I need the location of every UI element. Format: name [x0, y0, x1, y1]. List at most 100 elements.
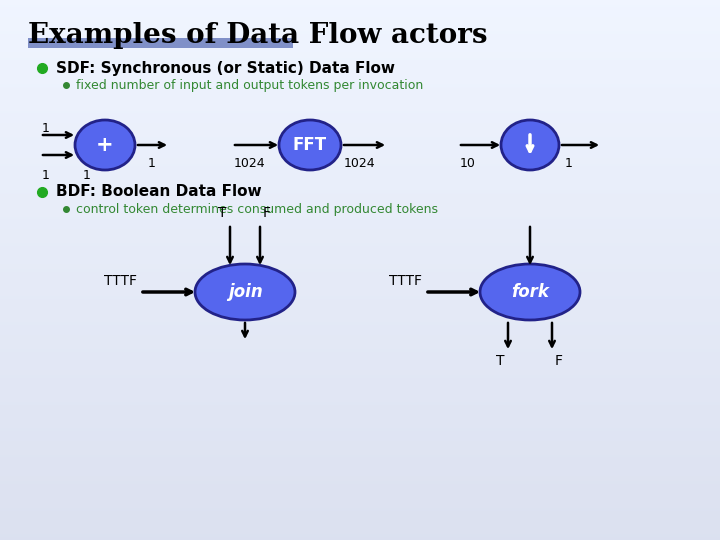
Bar: [0, 25, 720, 26]
Bar: [0, 91, 720, 92]
Bar: [0, 348, 720, 349]
Bar: [0, 318, 720, 319]
Bar: [0, 30, 720, 31]
Bar: [0, 198, 720, 199]
Bar: [0, 353, 720, 354]
Bar: [0, 340, 720, 341]
Bar: [0, 33, 720, 34]
Bar: [0, 375, 720, 376]
Bar: [0, 256, 720, 257]
Bar: [0, 70, 720, 71]
Bar: [0, 258, 720, 259]
Bar: [0, 199, 720, 200]
Bar: [0, 488, 720, 489]
Bar: [0, 146, 720, 147]
Bar: [0, 504, 720, 505]
Bar: [0, 225, 720, 226]
Bar: [0, 246, 720, 247]
Bar: [0, 417, 720, 418]
Bar: [0, 475, 720, 476]
Bar: [0, 351, 720, 352]
Bar: [0, 515, 720, 516]
Bar: [0, 110, 720, 111]
Bar: [0, 62, 720, 63]
Bar: [0, 332, 720, 333]
Bar: [0, 194, 720, 195]
Bar: [0, 509, 720, 510]
Bar: [0, 527, 720, 528]
Bar: [0, 518, 720, 519]
Bar: [0, 18, 720, 19]
Bar: [0, 533, 720, 534]
Bar: [0, 267, 720, 268]
Bar: [0, 485, 720, 486]
Bar: [0, 402, 720, 403]
Bar: [0, 9, 720, 10]
Bar: [0, 495, 720, 496]
Bar: [0, 345, 720, 346]
Text: F: F: [263, 206, 271, 220]
Bar: [0, 42, 720, 43]
Bar: [0, 364, 720, 365]
Bar: [0, 251, 720, 252]
Bar: [0, 80, 720, 81]
Bar: [0, 103, 720, 104]
Bar: [0, 138, 720, 139]
Bar: [0, 172, 720, 173]
Bar: [0, 77, 720, 78]
Bar: [0, 289, 720, 290]
Bar: [0, 342, 720, 343]
Bar: [0, 308, 720, 309]
Bar: [0, 112, 720, 113]
Bar: [0, 249, 720, 250]
Bar: [0, 230, 720, 231]
Bar: [0, 228, 720, 229]
Bar: [0, 208, 720, 209]
Bar: [0, 401, 720, 402]
Bar: [0, 34, 720, 35]
Bar: [0, 88, 720, 89]
Bar: [0, 197, 720, 198]
Bar: [0, 534, 720, 535]
Bar: [0, 158, 720, 159]
Bar: [0, 265, 720, 266]
Bar: [0, 288, 720, 289]
Text: 1: 1: [42, 169, 50, 182]
Bar: [0, 359, 720, 360]
Bar: [0, 433, 720, 434]
Bar: [0, 224, 720, 225]
Bar: [0, 476, 720, 477]
Bar: [0, 405, 720, 406]
Bar: [0, 186, 720, 187]
Bar: [0, 237, 720, 238]
Bar: [0, 501, 720, 502]
Bar: [0, 380, 720, 381]
Bar: [0, 281, 720, 282]
Bar: [0, 210, 720, 211]
Bar: [0, 84, 720, 85]
Bar: [0, 161, 720, 162]
Bar: [0, 270, 720, 271]
Bar: [0, 481, 720, 482]
Bar: [0, 484, 720, 485]
Bar: [0, 278, 720, 279]
Bar: [0, 164, 720, 165]
Bar: [0, 303, 720, 304]
Bar: [0, 498, 720, 499]
Bar: [0, 142, 720, 143]
Bar: [0, 455, 720, 456]
Bar: [0, 143, 720, 144]
Bar: [0, 41, 720, 42]
Bar: [0, 296, 720, 297]
Bar: [0, 497, 720, 498]
Bar: [0, 411, 720, 412]
Bar: [0, 82, 720, 83]
Bar: [0, 459, 720, 460]
Bar: [0, 520, 720, 521]
Bar: [0, 372, 720, 373]
Bar: [0, 479, 720, 480]
Bar: [0, 331, 720, 332]
Bar: [0, 139, 720, 140]
Bar: [0, 298, 720, 299]
Bar: [0, 50, 720, 51]
